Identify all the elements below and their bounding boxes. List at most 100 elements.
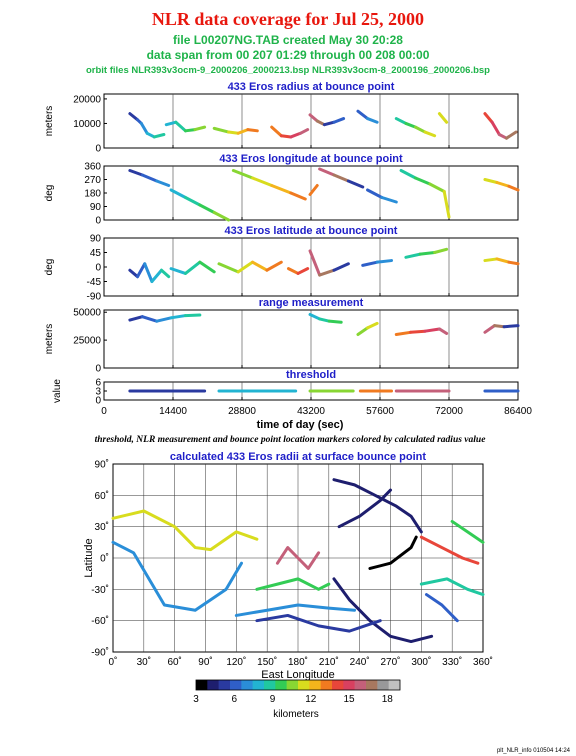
data-segment [428, 182, 446, 193]
map-y-tick-label: -60˚ [91, 615, 109, 627]
data-segment [227, 130, 240, 135]
data-segment [442, 190, 451, 219]
map-track [337, 488, 392, 529]
data-segment [356, 109, 370, 121]
data-segment [418, 251, 437, 256]
map-track [368, 535, 418, 570]
data-segment [505, 130, 518, 140]
map-track [234, 603, 357, 617]
x-tick-label: 72000 [435, 406, 463, 417]
data-segment [270, 125, 283, 138]
colorbar: 3 6 9 12 15 18 [193, 679, 401, 705]
time-series-panels: 433 Eros radius at bounce point 20000 1000… [44, 81, 532, 417]
colorbar-swatch [207, 680, 219, 690]
colorbar-swatch [275, 680, 287, 690]
map-track [111, 509, 259, 552]
data-segment [183, 260, 202, 275]
colorbar-tick-label: 3 [193, 694, 199, 705]
x-tick-label: 14400 [159, 406, 187, 417]
y-axis-label: meters [44, 324, 55, 355]
data-segment [423, 130, 437, 138]
panel-1: 433 Eros radius at bounce point 20000 1000… [44, 81, 519, 155]
colorbar-swatch [298, 680, 310, 690]
colorbar-swatch [286, 680, 299, 690]
map-track [424, 593, 459, 623]
data-segment [298, 128, 310, 135]
colorbar-swatch [230, 680, 242, 690]
map-y-axis-label: Latitude [83, 538, 95, 577]
map-track [419, 577, 485, 597]
data-segment [286, 267, 300, 275]
data-segment [160, 268, 171, 279]
data-segment [289, 131, 302, 139]
footer-stamp: plt_NLR_info 010504 14:24 [497, 748, 571, 754]
data-segment [413, 176, 432, 186]
colorbar-swatch [377, 680, 389, 690]
data-segment [128, 112, 140, 122]
orbit-line: orbit files NLR393v3ocm-9_2000206_200021… [86, 65, 490, 76]
y-axis-label: meters [44, 106, 55, 137]
colorbar-swatch [343, 680, 355, 690]
y-tick-label: 50000 [73, 308, 101, 319]
data-segment [308, 113, 319, 123]
data-segment [356, 326, 370, 337]
data-segment [404, 252, 422, 259]
map-x-axis-label: East Longitude [261, 669, 334, 681]
map-track [332, 577, 434, 644]
data-segment [136, 262, 147, 279]
data-segment [502, 324, 520, 329]
y-tick-label: 360 [84, 162, 101, 173]
panel-2: 433 Eros longitude at bounce point 360 270… [44, 153, 520, 227]
map-x-tick-label: 30˚ [137, 656, 151, 668]
data-segment [318, 317, 331, 323]
colorbar-swatch [388, 680, 401, 690]
map-track [255, 613, 382, 633]
data-segment [483, 112, 494, 124]
data-segment [183, 313, 202, 318]
map-x-tick-label: 240˚ [350, 656, 370, 668]
data-segment [164, 120, 178, 127]
y-tick-label: 3 [95, 387, 101, 398]
data-segment [128, 315, 144, 322]
colorbar-swatch [264, 680, 276, 690]
map-track [111, 540, 243, 612]
colorbar-frame [195, 679, 401, 691]
data-segment [193, 125, 207, 132]
data-segment [308, 249, 322, 277]
map-x-tick-label: 360˚ [473, 656, 493, 668]
y-axis-label: deg [44, 259, 55, 276]
map-track [450, 519, 485, 544]
data-segment [198, 260, 216, 274]
data-segment [327, 319, 343, 324]
colorbar-tick-label: 9 [270, 694, 276, 705]
map-x-tick-label: 60˚ [167, 656, 181, 668]
colorbar-tick-label: 18 [382, 694, 394, 705]
data-segment [174, 120, 187, 133]
panel-title: threshold [286, 369, 336, 381]
x-tick-label: 86400 [504, 406, 532, 417]
data-segment [279, 134, 293, 139]
map-title: calculated 433 Eros radii at surface bou… [170, 451, 426, 463]
data-segment [251, 260, 269, 272]
data-segment [437, 112, 449, 124]
colorbar-tick-label: 12 [305, 694, 317, 705]
map-x-tick-label: 180˚ [288, 656, 308, 668]
data-segment [380, 196, 398, 204]
data-segment [423, 327, 441, 333]
x-tick-label: 0 [101, 406, 107, 417]
data-segment [413, 125, 427, 134]
map-y-tick-label: 60˚ [95, 490, 109, 502]
data-segment [375, 259, 393, 264]
map-x-tick-label: 330˚ [442, 656, 462, 668]
data-segment [143, 262, 154, 283]
data-segment [289, 191, 307, 201]
panel-4: range measurement 50000 25000 0 meters [44, 297, 520, 375]
y-tick-label: 25000 [73, 336, 101, 347]
x-tick-label: 43200 [297, 406, 325, 417]
y-tick-label: 10000 [73, 119, 101, 130]
colorbar-swatch [196, 680, 208, 690]
data-segment [169, 188, 187, 199]
map-x-tick-label: 210˚ [319, 656, 339, 668]
map-x-tick-label: 120˚ [226, 656, 246, 668]
